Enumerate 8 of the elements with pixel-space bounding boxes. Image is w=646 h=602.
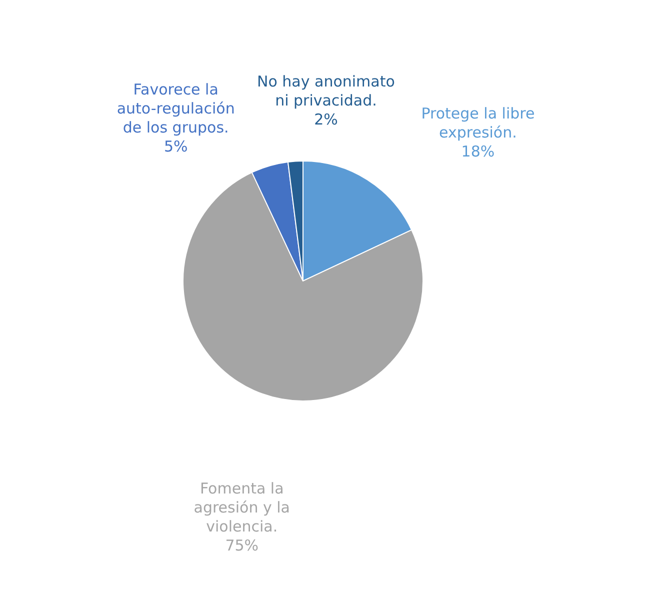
slice-label: Favorece la auto-regulación de los grupos. xyxy=(116,80,235,136)
data-label: 2% xyxy=(314,110,338,128)
slice-label: Protege la libre expresión. xyxy=(421,104,535,142)
data-label: 5% xyxy=(164,137,188,156)
slice-label: No hay anonimato ni privacidad. xyxy=(256,72,395,110)
data-label: 18% xyxy=(461,142,495,161)
slice-label: Fomenta la agresión y la violencia. xyxy=(194,480,290,536)
data-label: 75% xyxy=(225,536,259,555)
